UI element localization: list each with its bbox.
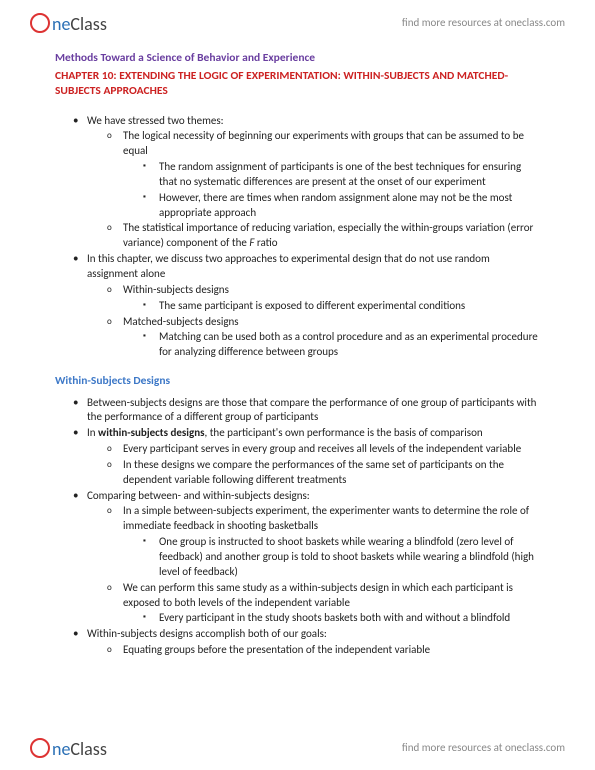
text: We have stressed two themes: — [87, 114, 224, 127]
list-item: The same participant is exposed to diffe… — [143, 299, 540, 314]
logo-circle-icon — [30, 13, 50, 33]
text: In — [87, 426, 98, 439]
list-item: We have stressed two themes: The logical… — [73, 114, 540, 252]
list-item: In these designs we compare the performa… — [107, 458, 540, 488]
list-item: The statistical importance of reducing v… — [107, 221, 540, 251]
document-body: Methods Toward a Science of Behavior and… — [0, 41, 595, 658]
list-item: Matched-subjects designs Matching can be… — [107, 315, 540, 361]
text: The logical necessity of beginning our e… — [123, 129, 524, 157]
header-tagline: find more resources at oneclass.com — [402, 16, 565, 29]
list-item: In within-subjects designs, the particip… — [73, 426, 540, 487]
text-bold: within-subjects designs — [98, 426, 204, 439]
list-item: In this chapter, we discuss two approach… — [73, 252, 540, 360]
text: Every participant in the study shoots ba… — [159, 611, 510, 624]
page-footer: ne Class find more resources at oneclass… — [0, 729, 595, 770]
list-item: Matching can be used both as a control p… — [143, 330, 540, 360]
text: Matched-subjects designs — [123, 315, 239, 328]
list-item: The random assignment of participants is… — [143, 160, 540, 190]
logo-text-one: ne — [52, 13, 70, 35]
text: The random assignment of participants is… — [159, 160, 521, 188]
text: ratio — [254, 236, 277, 249]
list-item: We can perform this same study as a with… — [107, 581, 540, 627]
text: Within-subjects designs accomplish both … — [87, 627, 327, 640]
text: Equating groups before the presentation … — [123, 643, 430, 656]
text: In a simple between-subjects experiment,… — [123, 504, 529, 532]
footer-tagline: find more resources at oneclass.com — [402, 741, 565, 754]
doc-title: Methods Toward a Science of Behavior and… — [55, 51, 540, 67]
logo-text-one: ne — [52, 738, 70, 760]
text: Comparing between- and within-subjects d… — [87, 489, 310, 502]
list-item: One group is instructed to shoot baskets… — [143, 535, 540, 580]
list-item: In a simple between-subjects experiment,… — [107, 504, 540, 579]
list-item: Within-subjects designs accomplish both … — [73, 627, 540, 658]
brand-logo: ne Class — [30, 10, 107, 35]
section1-list: Between-subjects designs are those that … — [55, 396, 540, 658]
text: Matching can be used both as a control p… — [159, 330, 538, 358]
list-item: Between-subjects designs are those that … — [73, 396, 540, 426]
list-item: However, there are times when random ass… — [143, 191, 540, 221]
intro-list: We have stressed two themes: The logical… — [55, 114, 540, 361]
text: The same participant is exposed to diffe… — [159, 299, 465, 312]
text: One group is instructed to shoot baskets… — [159, 535, 534, 578]
text: , the participant's own performance is t… — [205, 426, 483, 439]
list-item: Every participant serves in every group … — [107, 442, 540, 457]
text: Every participant serves in every group … — [123, 442, 521, 455]
text: However, there are times when random ass… — [159, 191, 512, 219]
text: We can perform this same study as a with… — [123, 581, 513, 609]
list-item: Every participant in the study shoots ba… — [143, 611, 540, 626]
list-item: Comparing between- and within-subjects d… — [73, 489, 540, 627]
text: Within-subjects designs — [123, 283, 229, 296]
list-item: Equating groups before the presentation … — [107, 643, 540, 658]
section-heading: Within-Subjects Designs — [55, 374, 540, 390]
text: Between-subjects designs are those that … — [87, 396, 536, 424]
text: The statistical importance of reducing v… — [123, 221, 533, 249]
logo-text-class: Class — [70, 738, 106, 760]
list-item: Within-subjects designs The same partici… — [107, 283, 540, 314]
text: In these designs we compare the performa… — [123, 458, 504, 486]
logo-circle-icon — [30, 738, 50, 758]
text: In this chapter, we discuss two approach… — [87, 252, 490, 280]
list-item: The logical necessity of beginning our e… — [107, 129, 540, 220]
brand-logo-footer: ne Class — [30, 735, 107, 760]
logo-text-class: Class — [70, 13, 106, 35]
page-header: ne Class find more resources at oneclass… — [0, 0, 595, 41]
chapter-title: CHAPTER 10: EXTENDING THE LOGIC OF EXPER… — [55, 69, 540, 100]
